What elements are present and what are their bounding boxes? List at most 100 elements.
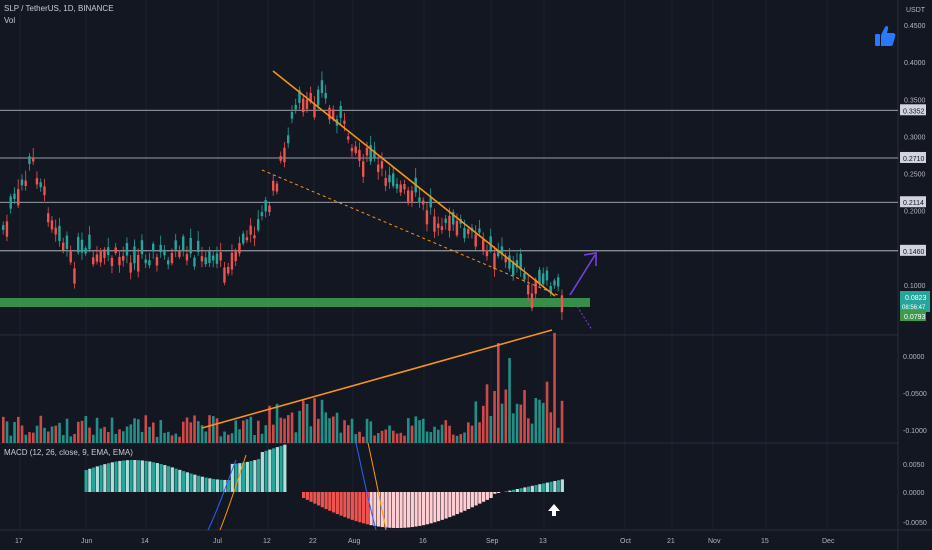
macd-histogram-bar: [425, 492, 429, 525]
candle-body: [347, 136, 350, 140]
bar-countdown: 08:56:47: [902, 305, 926, 311]
volume-bar: [253, 434, 256, 443]
volume-bar: [193, 415, 196, 443]
candle-body: [2, 225, 5, 230]
candle-body: [362, 161, 365, 177]
macd-legend[interactable]: MACD (12, 26, close, 9, EMA, EMA): [4, 448, 133, 457]
candle-body: [129, 262, 132, 273]
macd-histogram-bar: [208, 478, 212, 492]
macd-histogram-bar: [320, 492, 324, 508]
volume-bar: [504, 389, 508, 443]
descending-trendline[interactable]: [272, 70, 556, 297]
volume-bar: [380, 430, 384, 443]
volume-bar: [2, 416, 5, 443]
volume-bar: [99, 428, 103, 443]
volume-bar: [24, 434, 28, 443]
level-tag-value: 0.2114: [903, 200, 924, 207]
volume-bar: [478, 422, 481, 443]
candle-body: [410, 190, 414, 202]
macd-axis[interactable]: 0.0050 0.0000 -0.0050: [903, 462, 927, 527]
candle-body: [272, 180, 275, 191]
candle-body: [422, 200, 425, 205]
volume-bar: [347, 425, 350, 443]
candle-body: [227, 266, 230, 274]
macd-histogram-bar: [395, 492, 399, 528]
price-tick: 0.4000: [904, 60, 926, 67]
thumbs-up-icon[interactable]: [874, 24, 896, 48]
projection-up-arrow[interactable]: [569, 252, 597, 296]
macd-histogram-bar: [133, 460, 137, 492]
price-tick: 0.3500: [904, 97, 926, 104]
macd-histogram-bar: [553, 481, 557, 492]
macd-histogram-bar: [88, 468, 92, 492]
time-axis[interactable]: 17 Jun 14 Jul 12 22 Aug 16 Sep 13 Oct 21 Nov 15 Dec: [15, 538, 835, 545]
volume-legend[interactable]: Vol: [4, 16, 16, 25]
volume-bar: [362, 436, 365, 443]
volume-bar: [268, 405, 271, 443]
volume-axis[interactable]: 0.0000 -0.0500 -0.1000: [903, 354, 927, 435]
volume-bar: [425, 431, 429, 443]
candle-body: [339, 105, 342, 118]
volume-bar: [208, 415, 211, 443]
volume-bar: [512, 413, 515, 443]
volume-bar: [197, 421, 200, 443]
volume-bar: [125, 426, 129, 443]
macd-histogram-bar: [182, 471, 186, 492]
volume-bar: [129, 424, 133, 443]
candle-body: [328, 107, 331, 120]
macd-histogram-bar: [189, 473, 193, 492]
volume-bar: [414, 416, 418, 443]
volume-bar: [283, 418, 286, 443]
macd-histogram-bar: [118, 460, 122, 492]
volume-bar: [133, 418, 136, 443]
macd-histogram-bar: [170, 467, 174, 492]
macd-histogram-bar: [350, 492, 354, 520]
macd-histogram-bar: [272, 448, 276, 492]
macd-histogram-bar: [508, 490, 512, 492]
volume-bar: [508, 358, 511, 443]
macd-histogram-bar: [485, 492, 489, 500]
volume-bar: [384, 429, 388, 443]
volume-bar: [542, 402, 545, 443]
macd-histogram-bar: [242, 462, 246, 492]
macd-histogram-bar: [234, 463, 238, 492]
macd-histogram-bar: [328, 492, 332, 511]
candle-body: [185, 254, 189, 261]
volume-bar: [332, 416, 335, 443]
candle-body: [230, 252, 234, 270]
volume-bar: [215, 418, 219, 443]
volume-bar: [328, 418, 331, 443]
candle-body: [264, 200, 267, 212]
candle-body: [99, 250, 102, 263]
macd-histogram-bar: [545, 482, 549, 492]
candle-body: [260, 212, 264, 217]
macd-histogram-bar: [122, 460, 126, 492]
volume-bar: [257, 420, 260, 443]
macd-histogram-bar: [238, 463, 242, 492]
signal-line-2: [367, 442, 387, 531]
volume-bar: [369, 421, 373, 443]
macd-histogram-bar: [362, 492, 366, 524]
macd-histogram-bar: [414, 492, 418, 527]
macd-histogram-bar: [302, 492, 306, 498]
candle-body: [54, 227, 57, 235]
candle-body: [144, 259, 147, 264]
macd-histogram-bar: [200, 476, 204, 492]
macd-histogram-bar: [452, 492, 456, 516]
candle-body: [512, 261, 515, 276]
support-price-value: 0.0793: [904, 314, 926, 321]
volume-trendline[interactable]: [201, 329, 553, 429]
volume-bar: [264, 425, 268, 443]
projection-down-arrow[interactable]: [574, 302, 593, 331]
macd-histogram-bar: [515, 489, 519, 492]
horizontal-levels[interactable]: [0, 109, 898, 252]
support-zone[interactable]: [0, 298, 590, 307]
macd-histogram-bar: [193, 474, 197, 492]
symbol-title[interactable]: SLP / TetherUS, 1D, BINANCE: [4, 4, 114, 13]
candle-body: [9, 196, 12, 209]
volume-bar: [227, 434, 230, 443]
candle-body: [103, 249, 106, 259]
candle-body: [373, 150, 376, 158]
macd-histogram-bar: [148, 461, 152, 492]
